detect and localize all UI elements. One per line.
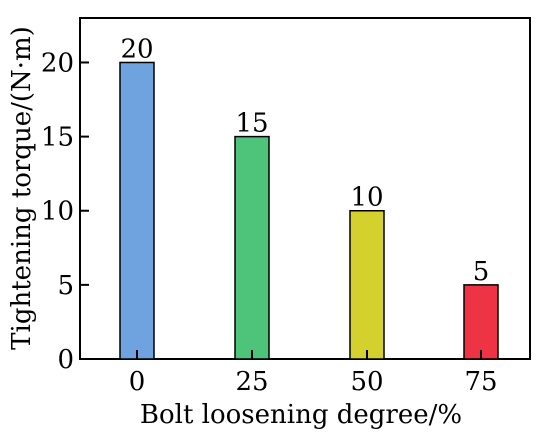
bar-value-label: 20 xyxy=(120,34,153,64)
x-tick-label: 25 xyxy=(235,367,268,397)
y-tick-label: 10 xyxy=(41,197,74,227)
x-axis-title: Bolt loosening degree/% xyxy=(140,400,462,430)
ticks-layer xyxy=(80,61,482,360)
y-tick-label: 15 xyxy=(41,123,74,153)
bar-0 xyxy=(119,61,155,360)
plot-border xyxy=(79,17,531,360)
bar-value-label: 15 xyxy=(235,109,268,139)
y-axis-title: Tightening torque/(N·m) xyxy=(7,26,37,350)
bar-75 xyxy=(463,284,499,360)
y-tick-label: 20 xyxy=(41,48,74,78)
bar-25 xyxy=(234,135,270,360)
x-tick-label: 0 xyxy=(129,367,146,397)
bars-layer xyxy=(119,61,499,360)
bar-50 xyxy=(349,209,385,360)
plot-frame xyxy=(79,17,531,360)
y-tick-label: 5 xyxy=(57,271,74,301)
bar-value-label: 10 xyxy=(350,183,383,213)
labels-layer: 0 5 10 15 20 0 20 25 15 50 10 75 5 xyxy=(41,34,498,397)
x-tick-label: 50 xyxy=(350,367,383,397)
y-tick-label: 0 xyxy=(57,345,74,375)
bar-value-label: 5 xyxy=(473,257,490,287)
x-tick-label: 75 xyxy=(464,367,497,397)
